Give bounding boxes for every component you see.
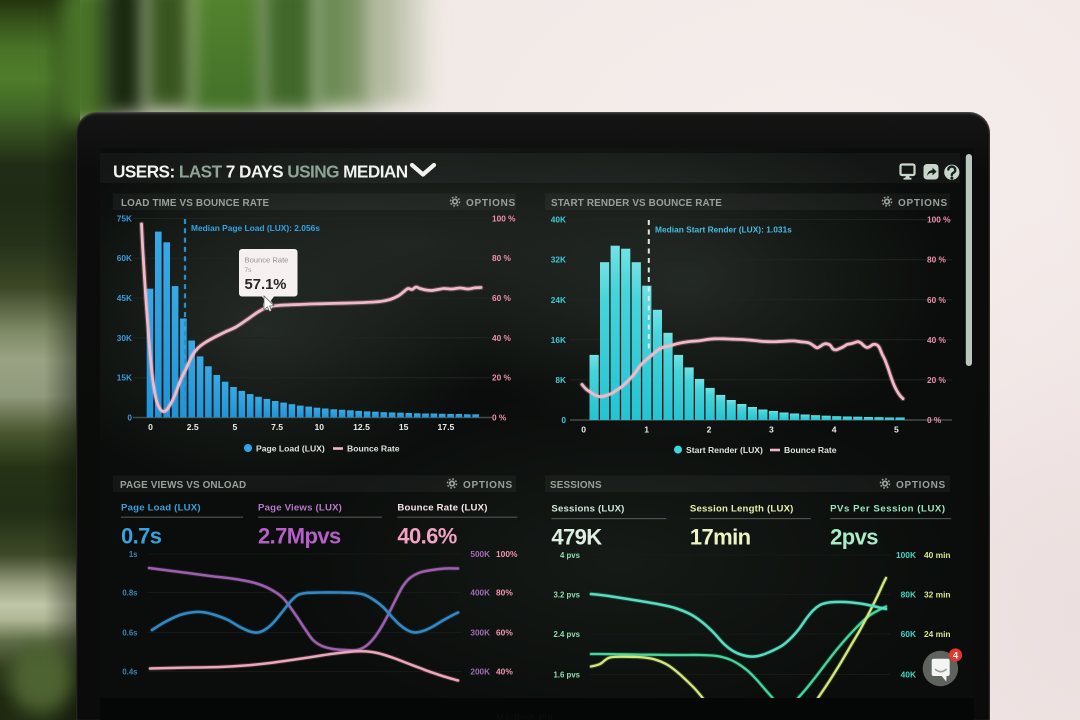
svg-text:100 %: 100 % [927, 215, 951, 225]
svg-text:Bounce Rate: Bounce Rate [347, 444, 400, 454]
svg-text:24K: 24K [551, 295, 566, 305]
svg-text:Start Render (LUX): Start Render (LUX) [686, 445, 763, 455]
svg-text:20 %: 20 % [492, 373, 512, 383]
svg-text:200K: 200K [470, 668, 490, 677]
svg-text:2.5: 2.5 [187, 422, 199, 432]
svg-text:0.6s: 0.6s [122, 629, 138, 638]
svg-text:60%: 60% [496, 628, 513, 638]
svg-text:1: 1 [644, 425, 649, 435]
svg-text:30K: 30K [117, 333, 132, 343]
svg-text:60K: 60K [901, 629, 916, 639]
svg-text:4: 4 [953, 651, 959, 662]
svg-text:Bounce Rate: Bounce Rate [784, 445, 837, 455]
svg-text:0.7s: 0.7s [121, 524, 162, 549]
svg-text:40 min: 40 min [924, 550, 951, 560]
svg-text:16K: 16K [551, 335, 566, 345]
svg-text:PVs Per Session (LUX): PVs Per Session (LUX) [830, 504, 946, 515]
svg-text:OPTIONS: OPTIONS [896, 480, 946, 491]
svg-text:2: 2 [707, 425, 712, 435]
svg-text:Page Views (LUX): Page Views (LUX) [258, 503, 342, 514]
svg-text:Page Load (LUX): Page Load (LUX) [256, 444, 325, 454]
svg-text:0: 0 [127, 413, 132, 423]
svg-text:15: 15 [399, 422, 409, 432]
svg-text:Median Page Load (LUX): 2.056s: Median Page Load (LUX): 2.056s [191, 223, 320, 233]
svg-text:0: 0 [581, 425, 586, 435]
svg-text:479K: 479K [551, 525, 602, 550]
svg-text:40%: 40% [496, 667, 513, 677]
svg-text:60K: 60K [117, 253, 132, 263]
svg-text:32 min: 32 min [924, 590, 951, 600]
svg-text:OPTIONS: OPTIONS [463, 480, 513, 491]
svg-text:12.5: 12.5 [353, 422, 370, 432]
svg-text:0 %: 0 % [492, 413, 507, 423]
svg-text:60 %: 60 % [492, 293, 512, 303]
svg-text:0.4s: 0.4s [122, 668, 138, 677]
svg-text:15K: 15K [117, 373, 132, 383]
svg-text:2.4 pvs: 2.4 pvs [554, 630, 581, 639]
svg-text:40 %: 40 % [927, 335, 947, 345]
svg-text:40K: 40K [901, 670, 916, 680]
svg-text:OPTIONS: OPTIONS [466, 198, 516, 209]
svg-text:17min: 17min [690, 525, 751, 550]
svg-text:80K: 80K [901, 590, 916, 600]
svg-text:Bounce Rate: Bounce Rate [245, 256, 289, 265]
svg-text:0 %: 0 % [927, 415, 942, 425]
svg-text:4: 4 [832, 425, 837, 435]
svg-text:3.2 pvs: 3.2 pvs [554, 591, 581, 600]
svg-text:400K: 400K [470, 589, 490, 598]
svg-text:2pvs: 2pvs [830, 525, 878, 550]
svg-text:5: 5 [894, 425, 899, 435]
svg-text:32K: 32K [551, 255, 566, 265]
svg-text:17.5: 17.5 [438, 422, 455, 432]
svg-text:USERS: LAST 7 DAYS USING MEDIA: USERS: LAST 7 DAYS USING MEDIAN [113, 162, 408, 182]
svg-text:40.6%: 40.6% [397, 524, 456, 549]
svg-text:5: 5 [233, 422, 238, 432]
svg-text:Session Length (LUX): Session Length (LUX) [690, 504, 794, 515]
svg-text:8K: 8K [555, 375, 566, 385]
svg-text:20 %: 20 % [927, 375, 947, 385]
svg-text:80 %: 80 % [927, 255, 947, 265]
svg-text:Sessions (LUX): Sessions (LUX) [551, 504, 624, 515]
svg-text:START RENDER VS BOUNCE RATE: START RENDER VS BOUNCE RATE [551, 198, 722, 209]
svg-text:100%: 100% [496, 549, 518, 559]
svg-text:80%: 80% [496, 588, 513, 598]
svg-text:0: 0 [561, 415, 566, 425]
svg-text:24 min: 24 min [924, 629, 951, 639]
svg-text:45K: 45K [117, 293, 132, 303]
svg-text:Median Start Render (LUX): 1.0: Median Start Render (LUX): 1.031s [655, 225, 792, 235]
svg-text:10: 10 [315, 422, 325, 432]
svg-text:Bounce Rate (LUX): Bounce Rate (LUX) [397, 503, 487, 514]
svg-text:57.1%: 57.1% [245, 277, 287, 293]
svg-text:4 pvs: 4 pvs [560, 551, 581, 560]
svg-text:300K: 300K [470, 629, 490, 638]
svg-text:LOAD TIME VS BOUNCE RATE: LOAD TIME VS BOUNCE RATE [121, 198, 270, 209]
svg-text:500K: 500K [470, 550, 490, 559]
svg-text:80 %: 80 % [492, 253, 512, 263]
svg-text:7.5: 7.5 [271, 422, 283, 432]
svg-text:100K: 100K [896, 550, 916, 560]
svg-text:OPTIONS: OPTIONS [898, 198, 948, 209]
svg-text:40 %: 40 % [492, 333, 512, 343]
svg-text:2.7Mpvs: 2.7Mpvs [258, 524, 341, 549]
svg-text:40K: 40K [551, 215, 566, 225]
svg-text:PAGE VIEWS VS ONLOAD: PAGE VIEWS VS ONLOAD [120, 480, 246, 491]
svg-text:3: 3 [769, 425, 774, 435]
svg-text:75K: 75K [117, 213, 132, 223]
svg-text:0.8s: 0.8s [122, 589, 138, 598]
svg-text:1s: 1s [129, 550, 138, 559]
svg-text:SESSIONS: SESSIONS [550, 480, 602, 491]
svg-text:7s: 7s [245, 267, 253, 274]
svg-text:1.6 pvs: 1.6 pvs [554, 671, 581, 680]
svg-text:Page Load (LUX): Page Load (LUX) [121, 503, 201, 514]
svg-text:100 %: 100 % [492, 213, 516, 223]
svg-text:60 %: 60 % [927, 295, 947, 305]
svg-text:0: 0 [148, 422, 153, 432]
